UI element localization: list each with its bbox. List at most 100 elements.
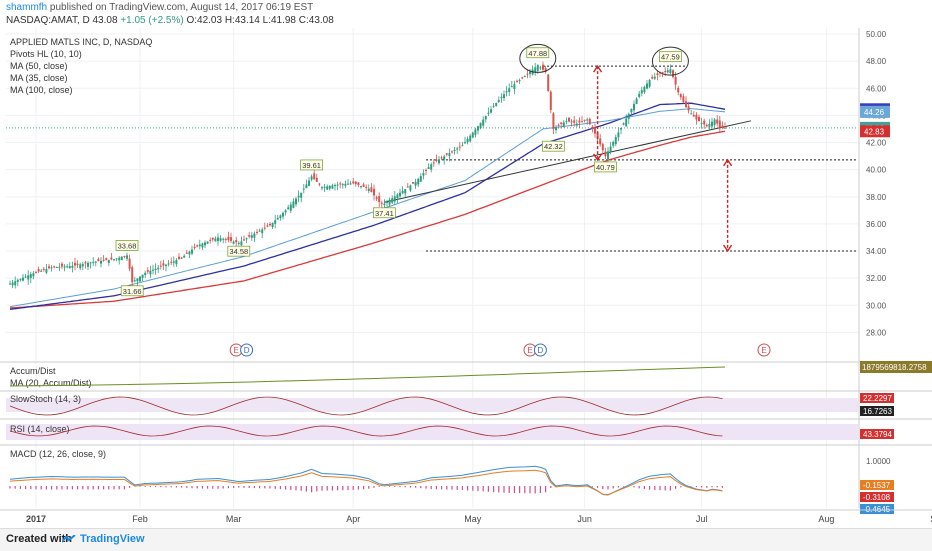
macd-histogram-bar: [35, 486, 36, 489]
macd-tick: 1.0000: [866, 457, 891, 466]
candle-body: [669, 69, 671, 73]
macd-histogram-bar: [238, 486, 239, 488]
x-tick-label: Mar: [226, 514, 242, 524]
candle-body: [282, 213, 284, 217]
candle-body: [155, 269, 157, 270]
symbol-line: NASDAQ:AMAT, D 43.08 +1.05 (+2.5%) O:42.…: [6, 15, 334, 26]
candle-body: [264, 228, 266, 229]
macd-histogram-bar: [93, 486, 94, 489]
candle-body: [383, 204, 385, 206]
candle-body: [324, 187, 326, 188]
chart-header: shammfh published on TradingView.com, Au…: [0, 0, 932, 30]
candle-body: [183, 256, 185, 258]
candle-body: [651, 77, 653, 78]
candle-body: [664, 71, 666, 72]
candle-body: [43, 269, 45, 270]
candle-body: [214, 238, 216, 241]
candle-body: [675, 77, 677, 85]
macd-histogram-bar: [368, 486, 369, 489]
x-tick-label: May: [464, 514, 482, 524]
candle-body: [126, 255, 128, 258]
candle-body: [422, 173, 424, 176]
candle-body: [394, 196, 396, 201]
candle-body: [474, 129, 476, 134]
candle-body: [238, 243, 240, 244]
candle-body: [454, 150, 456, 151]
macd-histogram-bar: [113, 486, 114, 489]
candle-body: [654, 77, 656, 79]
candle-body: [368, 189, 370, 191]
candle-body: [285, 210, 287, 212]
candle-body: [212, 238, 214, 240]
candle-body: [571, 121, 573, 122]
candle-body: [643, 87, 645, 92]
candle-body: [157, 268, 159, 270]
candle-body: [412, 182, 414, 184]
macd-histogram-bar: [280, 486, 281, 489]
macd-histogram-bar: [618, 486, 619, 488]
candle-body: [103, 260, 105, 261]
candle-body: [347, 184, 349, 185]
candle-body: [625, 119, 627, 127]
candle-body: [357, 182, 359, 185]
candle-body: [490, 109, 492, 112]
candle-body: [77, 264, 79, 265]
candle-body: [641, 90, 643, 93]
candle-body: [698, 117, 700, 121]
legend-entry: MA (100, close): [10, 85, 73, 95]
y-tick-label: 42.00: [866, 139, 887, 148]
macd-histogram-bar: [327, 486, 328, 491]
macd-histogram-bar: [98, 486, 99, 489]
macd-histogram-bar: [259, 486, 260, 488]
macd-histogram-bar: [665, 486, 666, 490]
macd-histogram-bar: [394, 486, 395, 487]
macd-histogram-bar: [264, 486, 265, 488]
macd-histogram-bar: [171, 486, 172, 487]
macd-histogram-bar: [436, 486, 437, 489]
legend-entry: MA (50, close): [10, 61, 68, 71]
macd-histogram-bar: [363, 486, 364, 489]
candle-body: [318, 184, 320, 185]
macd-histogram-bar: [269, 486, 270, 488]
candle-body: [519, 80, 521, 81]
candle-body: [40, 271, 42, 272]
macd-histogram-bar: [696, 486, 697, 487]
candle-body: [576, 124, 578, 126]
candle-body: [32, 273, 34, 276]
candle-body: [381, 203, 383, 204]
x-tick-label: Jul: [696, 514, 708, 524]
candle-body: [721, 126, 723, 128]
candle-body: [266, 226, 268, 227]
y-tick-label: 38.00: [866, 193, 887, 202]
candle-body: [269, 224, 271, 225]
candle-body: [391, 198, 393, 203]
candle-body: [604, 152, 606, 156]
candle-body: [251, 235, 253, 238]
candle-body: [305, 185, 307, 189]
x-tick-label: Feb: [132, 514, 148, 524]
candle-body: [110, 258, 112, 260]
candle-body: [337, 185, 339, 186]
candle-body: [95, 262, 97, 263]
macd-histogram-bar: [191, 486, 192, 488]
candle-body: [428, 167, 430, 169]
macd-histogram-bar: [472, 486, 473, 491]
candle-body: [66, 266, 68, 267]
price-tag-label: 44.26: [864, 108, 885, 117]
candle-body: [71, 266, 73, 268]
macd-histogram-bar: [82, 486, 83, 489]
candle-body: [58, 267, 60, 268]
candle-body: [181, 258, 183, 259]
candle-body: [9, 284, 11, 285]
candle-body: [461, 145, 463, 146]
author-name[interactable]: shammfh: [6, 2, 47, 13]
macd-histogram-bar: [722, 486, 723, 488]
candle-body: [451, 151, 453, 152]
macd-histogram-bar: [602, 486, 603, 489]
chart-canvas[interactable]: 50.0048.0046.0044.0042.0040.0038.0036.00…: [0, 28, 932, 528]
candle-body: [591, 127, 593, 129]
macd-histogram-bar: [321, 486, 322, 491]
tradingview-brand[interactable]: TradingView: [80, 533, 145, 545]
candle-body: [563, 122, 565, 127]
candle-body: [464, 142, 466, 143]
